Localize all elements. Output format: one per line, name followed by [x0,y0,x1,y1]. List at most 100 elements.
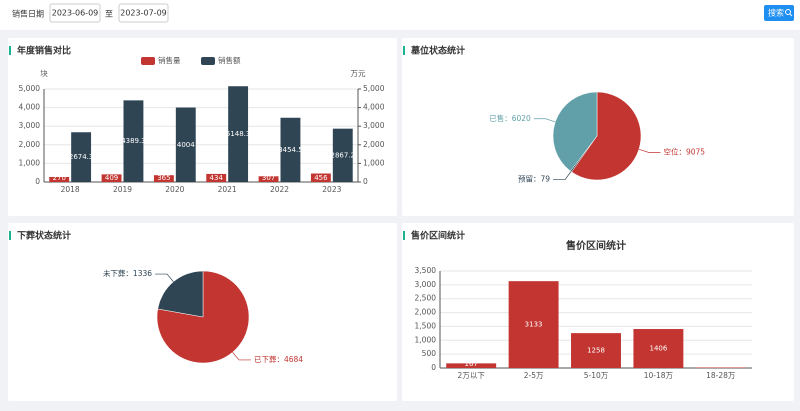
chart-title: 售价区间统计 [566,239,626,252]
y2-tick-label: 0 [363,177,368,186]
y2-tick-label: 5,000 [363,84,385,93]
panel [402,223,794,401]
x-tick-label: 2万以下 [458,371,486,380]
panel-title: 墓位状态统计 [410,45,465,57]
panel-title-marker [9,231,11,240]
start-date[interactable]: 2023-06-09 [52,9,99,18]
x-tick-label: 2022 [270,185,289,194]
pie-slice [552,91,598,172]
pie-leader-line [553,171,572,180]
start-input[interactable] [49,3,101,23]
panel-title: 下葬状态统计 [17,230,71,242]
bar [206,173,227,182]
legend-label: 销售量 [158,55,181,65]
bar [332,128,353,182]
pie-label: 已售：6020 [489,113,531,123]
panel-title-marker [403,231,405,240]
legend-swatch [201,57,215,65]
x-tick-label: 2018 [61,185,80,194]
y2-tick-label: 1,000 [363,158,385,167]
bar-value-label: 3133 [525,321,543,329]
pie-label: 未下葬：1336 [103,268,152,278]
bar-value-label: 2867.2 [331,151,356,159]
bar [280,117,301,182]
y-tick-label: 5,000 [19,84,41,93]
y-tick-label: 2,000 [415,308,437,317]
bar-value-label: 18 [716,360,725,368]
pie-label: 空位：9075 [663,146,705,156]
bar-value-label: 1406 [649,345,667,353]
bar [101,174,122,182]
bar-value-label: 167 [465,360,478,368]
bar-value-label: 409 [105,174,118,182]
x-tick-label: 2-5万 [524,371,544,380]
bar [508,281,559,368]
bar-value-label: 434 [210,174,224,182]
bar-value-label: 3454.5 [278,146,303,154]
x-tick-label: 2023 [322,185,341,194]
x-tick-label: 2021 [218,185,237,194]
pie-slice [157,270,204,318]
panel-title: 售价区间统计 [410,230,465,242]
bar-value-label: 2674.3 [69,153,94,161]
pie-leader-line [232,352,251,361]
x-tick-label: 2020 [165,185,184,194]
bar-value-label: 5148.3 [226,130,251,138]
filter-label: 销售日期 [12,9,44,19]
pie-label: 预留：79 [518,174,550,184]
bar [175,107,196,182]
bar-value-label: 456 [314,174,328,182]
panel-title-marker [9,46,11,55]
y-tick-label: 0 [35,177,40,186]
y-tick-label: 500 [422,349,437,358]
separator: 至 [105,10,113,19]
bar [633,329,684,368]
y-tick-label: 1,000 [19,158,41,167]
y-tick-label: 3,000 [19,121,41,130]
bar [49,176,70,182]
bar [571,333,621,368]
pie-leader-line [533,118,556,123]
bar-value-label: 270 [53,174,66,182]
y-tick-label: 2,500 [415,294,437,303]
end-input[interactable] [118,3,169,23]
y2-tick-label: 3,000 [363,121,385,130]
end-date[interactable]: 2023-07-09 [120,9,167,18]
y2-axis-label: 万元 [351,69,366,78]
panel-title-marker [403,46,405,55]
bar [153,175,174,182]
bar-value-label: 1258 [587,347,605,355]
search-button-label[interactable]: 搜索 [768,8,784,18]
pie-label: 已下葬：4684 [254,354,303,364]
y2-tick-label: 2,000 [363,140,385,149]
legend-label: 销售额 [218,55,241,65]
bar-value-label: 307 [262,174,275,182]
x-tick-label: 18-28万 [706,371,736,380]
y-tick-label: 3,500 [415,266,437,275]
y-axis-label: 块 [40,68,48,78]
search-icon[interactable] [785,9,791,15]
y-tick-label: 1,500 [415,321,437,330]
bar-value-label: 4389.3 [121,137,146,145]
bar-value-label: 365 [157,174,170,182]
y-tick-label: 0 [431,363,436,372]
x-tick-label: 5-10万 [584,371,609,380]
search-button[interactable] [764,5,794,21]
bar [446,363,497,368]
y2-tick-label: 4,000 [363,103,385,112]
pie-leader-line [155,273,174,282]
bar [310,173,331,182]
pie-leader-line [638,149,661,153]
y-tick-label: 2,000 [19,140,41,149]
search-icon[interactable] [789,13,793,17]
y-tick-label: 4,000 [19,103,41,112]
bar-value-label: 4004 [177,141,195,149]
x-tick-label: 10-18万 [644,371,674,380]
bar [71,132,92,182]
y-tick-label: 1,000 [415,335,437,344]
bar [258,176,279,182]
x-tick-label: 2019 [113,185,132,194]
legend-swatch [141,57,155,65]
bar [123,100,144,182]
